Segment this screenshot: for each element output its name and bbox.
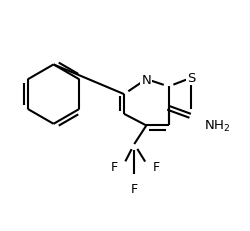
Text: NH$_2$: NH$_2$ (204, 118, 230, 134)
Text: F: F (153, 160, 160, 173)
Text: F: F (131, 182, 138, 195)
Text: S: S (187, 72, 195, 85)
Text: N: N (142, 73, 151, 86)
Text: F: F (111, 160, 118, 173)
